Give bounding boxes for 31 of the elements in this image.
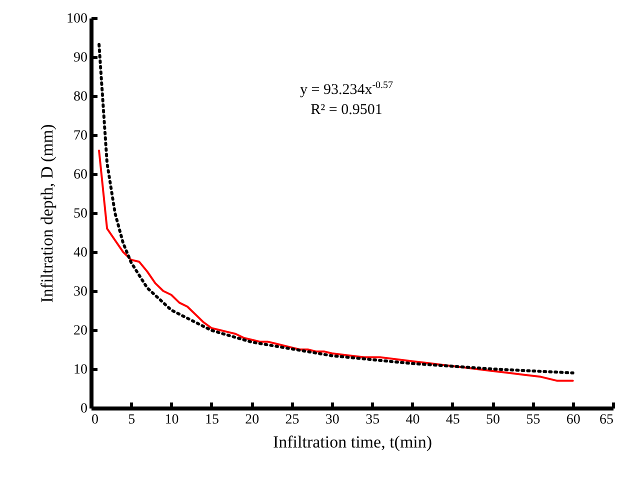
y-tick-label: 70 <box>74 128 88 144</box>
y-tick-label: 40 <box>74 246 88 260</box>
y-tick-label: 100 <box>66 12 88 26</box>
annotation: y = 93.234x$^{-0.57}$ <box>300 79 394 100</box>
line-series <box>98 43 574 374</box>
annotation: R² = 0.9501 <box>310 101 384 120</box>
y-tick-label: 50 <box>74 206 88 222</box>
x-tick-label: 60 <box>566 412 580 428</box>
x-axis-title: Infiltration time, t(min) <box>272 432 432 452</box>
x-tick-label: 30 <box>325 412 340 428</box>
y-tick-label: 90 <box>74 50 88 66</box>
x-tick-label: 40 <box>406 412 420 428</box>
y-tick-label: 80 <box>74 90 88 104</box>
x-tick-label: 15 <box>204 412 219 428</box>
x-tick-label: 20 <box>245 412 260 428</box>
y-axis-title: Infiltration depth, D (mm) <box>38 124 56 303</box>
x-tick-label: 35 <box>366 412 380 428</box>
x-tick-label: 0 <box>92 412 98 428</box>
y-tick-label: 30 <box>74 284 88 300</box>
x-tick-label: 65 <box>600 412 614 428</box>
x-tick-label: 55 <box>526 412 540 428</box>
y-tick-label: 60 <box>74 168 88 182</box>
x-tick-label: 25 <box>285 412 300 428</box>
y-tick-label: 20 <box>74 324 88 338</box>
line-series <box>98 150 574 382</box>
x-tick-label: 50 <box>486 412 500 428</box>
y-tick-label: 0 <box>80 402 88 416</box>
x-tick-label: 45 <box>446 412 460 428</box>
x-tick-label: 10 <box>164 412 179 428</box>
x-tick-label: 5 <box>128 412 136 428</box>
y-tick-label: 10 <box>74 362 88 378</box>
